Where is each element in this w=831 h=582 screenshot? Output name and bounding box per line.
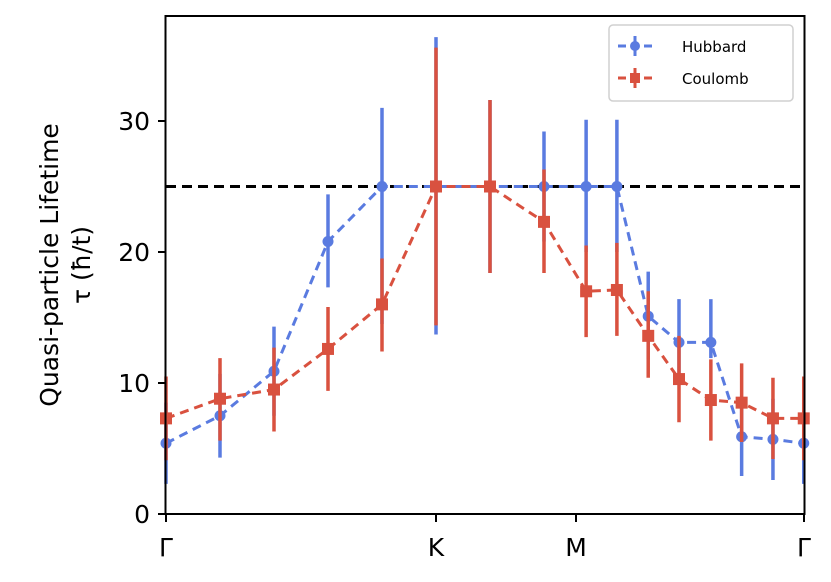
data-point-square bbox=[268, 383, 280, 396]
data-point-circle bbox=[580, 181, 592, 192]
legend-marker-square bbox=[630, 73, 640, 83]
series-layer bbox=[160, 37, 810, 484]
legend-item-coulomb: Coulomb bbox=[618, 68, 749, 88]
x-tick-label: K bbox=[428, 533, 445, 562]
series-line bbox=[165, 185, 804, 445]
data-point-circle bbox=[322, 236, 334, 248]
data-point-square bbox=[430, 180, 442, 193]
legend: Hubbard Coulomb bbox=[608, 24, 794, 102]
y-tick-label: 30 bbox=[118, 107, 150, 136]
data-point-square bbox=[673, 373, 685, 386]
series-coulomb bbox=[160, 47, 810, 461]
data-point-square bbox=[214, 392, 226, 405]
y-axis-ticks: 0 10 20 30 bbox=[118, 107, 166, 529]
legend-item-hubbard: Hubbard bbox=[618, 36, 746, 56]
axes bbox=[164, 15, 806, 515]
legend-label: Coulomb bbox=[682, 70, 749, 88]
legend-marker-circle bbox=[630, 41, 640, 51]
plot-frame bbox=[164, 15, 806, 515]
x-tick-label: Γ bbox=[797, 533, 811, 562]
x-tick-label: Γ bbox=[159, 533, 173, 562]
data-point-square bbox=[376, 298, 388, 311]
y-tick-label: 20 bbox=[118, 238, 150, 267]
data-point-circle bbox=[376, 181, 388, 192]
x-tick-label: M bbox=[565, 533, 587, 562]
legend-box bbox=[608, 24, 794, 102]
data-point-square bbox=[642, 329, 655, 342]
data-point-circle bbox=[705, 336, 717, 348]
y-axis-title-line1: Quasi-particle Lifetime bbox=[35, 123, 64, 407]
legend-label: Hubbard bbox=[682, 38, 746, 56]
y-tick-label: 10 bbox=[118, 369, 150, 398]
series-line bbox=[165, 185, 804, 420]
data-point-square bbox=[766, 412, 779, 425]
data-point-square bbox=[538, 215, 550, 228]
data-point-square bbox=[610, 283, 623, 296]
y-axis-title-line2: τ (ħ/t) bbox=[67, 226, 96, 304]
y-axis-title: Quasi-particle Lifetime τ (ħ/t) bbox=[35, 123, 96, 407]
data-point-square bbox=[735, 396, 748, 409]
data-point-square bbox=[580, 285, 593, 298]
data-point-square bbox=[704, 394, 717, 407]
data-point-circle bbox=[611, 181, 623, 192]
y-tick-label: 0 bbox=[134, 500, 150, 529]
data-point-square bbox=[322, 342, 334, 355]
data-point-square bbox=[484, 180, 496, 193]
